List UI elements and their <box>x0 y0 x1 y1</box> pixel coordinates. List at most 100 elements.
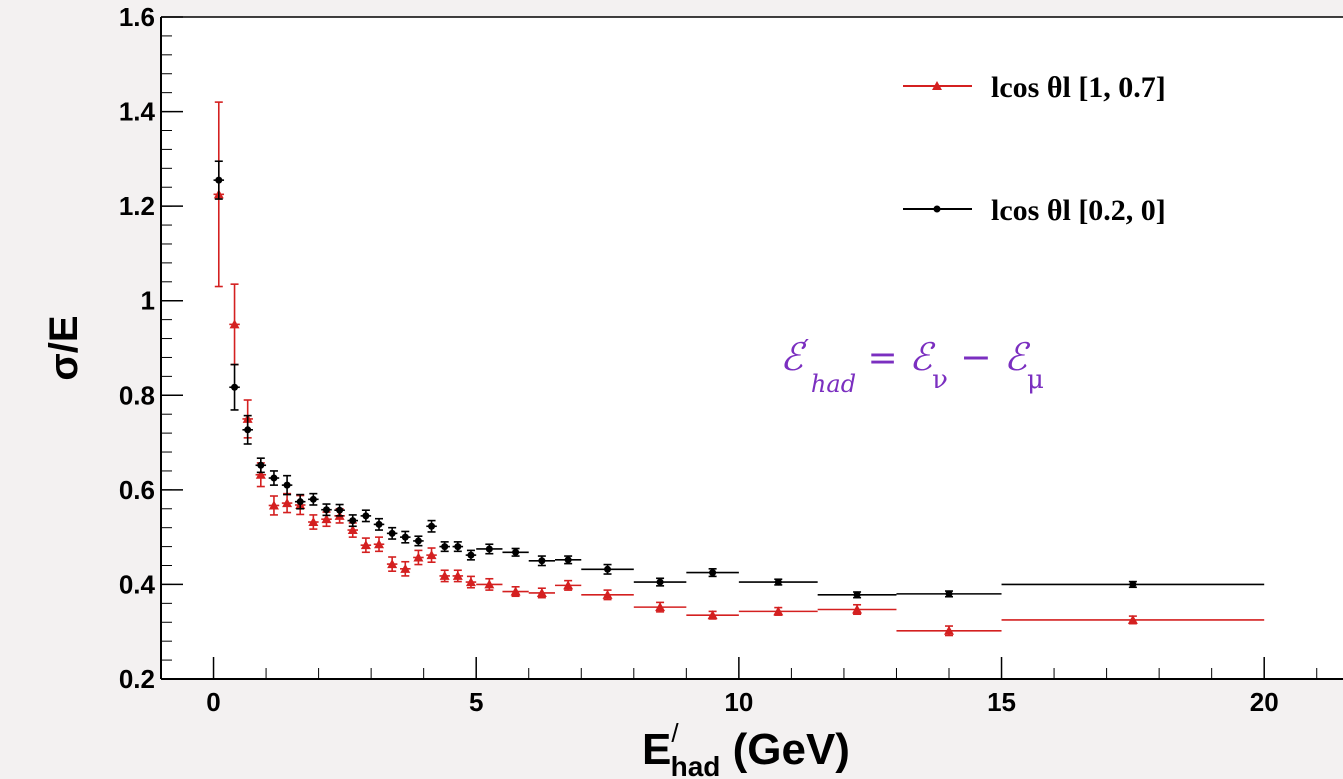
x-axis-title: E/ had (GeV) <box>642 718 850 779</box>
formula-equals: = <box>856 338 909 379</box>
marker-circle <box>388 529 396 537</box>
legend-label-black: lcos θl [0.2, 0] <box>991 194 1166 227</box>
data-point <box>686 610 739 620</box>
formula-nu-sub: ν <box>932 365 948 395</box>
marker-circle <box>1129 580 1137 588</box>
marker-circle <box>538 557 546 565</box>
data-point <box>633 577 687 587</box>
data-point <box>334 503 345 517</box>
data-point <box>452 541 464 553</box>
data-point <box>386 556 398 572</box>
legend-label-red: lcos θl [1, 0.7] <box>991 71 1166 104</box>
data-point <box>465 549 477 561</box>
data-point <box>268 470 280 486</box>
y-tick-label: 1.4 <box>119 97 156 127</box>
data-point <box>896 590 1002 598</box>
data-point <box>360 537 372 554</box>
marker-circle <box>512 548 520 556</box>
marker-circle <box>401 533 409 541</box>
marker-circle <box>322 506 330 514</box>
data-point <box>476 543 503 555</box>
marker-triangle <box>465 577 476 587</box>
x-axis-title-sub: had <box>671 751 721 779</box>
data-point <box>738 606 818 616</box>
series-black <box>213 160 1265 599</box>
y-axis-title: σ/E <box>42 315 86 380</box>
marker-circle <box>454 543 462 551</box>
data-point <box>633 601 687 613</box>
marker-triangle <box>707 610 718 620</box>
data-point <box>386 526 398 540</box>
marker-circle <box>215 176 223 184</box>
data-point <box>439 569 450 583</box>
marker-triangle <box>1127 614 1138 624</box>
legend-marker-black <box>933 205 941 213</box>
data-point <box>817 591 897 599</box>
marker-triangle <box>374 539 385 549</box>
data-point <box>268 495 280 516</box>
marker-triangle <box>308 517 319 527</box>
data-point <box>373 517 385 531</box>
data-point <box>817 603 897 616</box>
x-tick-label: 10 <box>724 687 753 717</box>
data-point <box>242 414 253 445</box>
data-point <box>439 541 450 553</box>
marker-circle <box>414 537 422 545</box>
marker-triangle <box>400 563 411 573</box>
marker-circle <box>945 590 953 598</box>
formula-lhs: ℰ <box>780 335 807 379</box>
data-point <box>465 575 477 589</box>
data-point <box>347 514 358 528</box>
data-point <box>528 555 555 567</box>
marker-triangle <box>944 625 954 635</box>
x-axis-title-prime: / <box>671 718 679 748</box>
data-point <box>426 547 437 564</box>
marker-circle <box>604 565 612 573</box>
data-point <box>452 569 464 583</box>
marker-triangle <box>852 604 863 614</box>
data-point <box>373 536 385 553</box>
y-tick-label: 1 <box>141 286 155 316</box>
data-point <box>738 578 818 586</box>
marker-triangle <box>602 589 613 599</box>
data-point <box>213 160 225 200</box>
series-layer <box>213 101 1265 637</box>
marker-circle <box>485 545 493 553</box>
data-point <box>281 474 293 496</box>
marker-triangle <box>510 586 521 596</box>
marker-triangle <box>413 552 424 562</box>
marker-circle <box>231 383 239 391</box>
data-point <box>581 563 634 575</box>
marker-circle <box>853 591 861 599</box>
data-point <box>528 587 555 599</box>
axes: 0.2 0.4 0.6 0.8 1 1.2 1.4 1.6 0 5 10 15 20 <box>119 2 1343 717</box>
formula-lhs-prime: ′ <box>803 335 809 365</box>
data-point <box>294 493 306 510</box>
data-point <box>360 509 372 523</box>
data-point <box>400 530 411 544</box>
marker-triangle <box>426 550 437 560</box>
legend-entry-black: lcos θl [0.2, 0] <box>903 194 1166 227</box>
marker-circle <box>362 512 370 520</box>
formula-mu-e: ℰ <box>1004 335 1031 379</box>
marker-triangle <box>655 602 666 612</box>
legend-marker-red <box>932 81 942 90</box>
marker-circle <box>375 520 383 528</box>
x-tick-label: 5 <box>469 687 483 717</box>
legend-entry-red: lcos θl [1, 0.7] <box>903 71 1166 104</box>
marker-triangle <box>773 606 784 616</box>
marker-triangle <box>452 570 463 580</box>
marker-circle <box>244 426 252 434</box>
marker-triangle <box>536 587 547 597</box>
x-tick-label: 20 <box>1250 687 1279 717</box>
marker-circle <box>257 461 265 469</box>
data-point <box>281 492 293 514</box>
formula-minus: − <box>948 335 1004 379</box>
marker-triangle <box>484 579 495 589</box>
marker-circle <box>709 569 717 577</box>
y-tick-label: 0.4 <box>119 569 156 599</box>
marker-circle <box>656 578 664 586</box>
marker-circle <box>309 495 317 503</box>
marker-circle <box>467 551 475 559</box>
